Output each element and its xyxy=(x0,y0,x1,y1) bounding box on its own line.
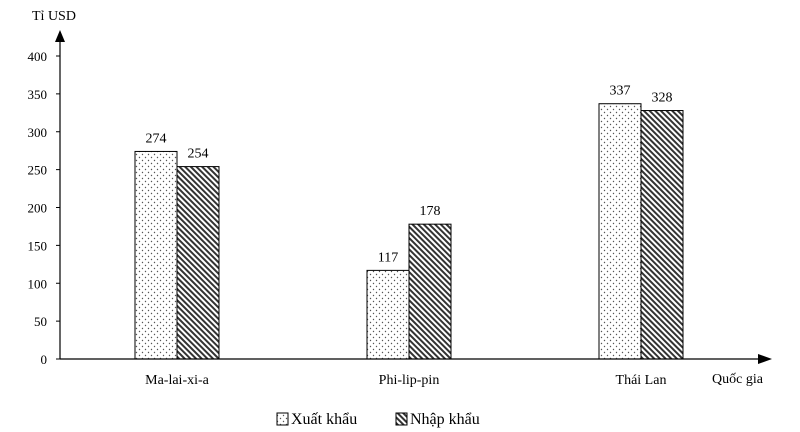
y-tick-label: 150 xyxy=(28,238,48,253)
y-tick-label: 50 xyxy=(34,314,47,329)
data-label: 274 xyxy=(146,131,167,146)
legend-item-import: Nhập khẩu xyxy=(395,411,480,428)
data-labels: 274 254 117 178 337 328 xyxy=(146,84,673,266)
legend-swatch-import xyxy=(395,412,408,426)
bar-export-1 xyxy=(366,269,410,360)
bar-import-1 xyxy=(408,223,452,360)
bar-import-0 xyxy=(176,166,220,360)
bar-import-2 xyxy=(640,110,684,360)
y-tick-label: 300 xyxy=(28,125,48,140)
legend-label-import: Nhập khẩu xyxy=(410,411,480,428)
legend-item-export: Xuất khẩu xyxy=(276,411,357,428)
data-label: 337 xyxy=(610,84,631,99)
y-tick-label: 250 xyxy=(28,163,48,178)
y-tick-label: 350 xyxy=(28,87,48,102)
y-tick-label: 200 xyxy=(28,201,48,216)
legend-swatch-export xyxy=(276,412,289,426)
bar-export-2 xyxy=(598,103,642,360)
y-tick-label: 100 xyxy=(28,276,48,291)
y-axis-ticks: 0 50 100 150 200 250 300 350 400 xyxy=(28,49,60,367)
x-axis-arrow xyxy=(758,354,772,364)
x-axis-label: Quốc gia xyxy=(712,372,764,387)
legend-label-export: Xuất khẩu xyxy=(291,411,357,428)
category-label: Phi-lip-pin xyxy=(379,373,440,388)
data-label: 178 xyxy=(420,204,441,219)
bar-export-0 xyxy=(134,150,178,360)
category-labels: Ma-lai-xi-a Phi-lip-pin Thái Lan xyxy=(145,373,666,388)
y-tick-label: 400 xyxy=(28,49,48,64)
bars xyxy=(134,103,684,360)
y-axis-label: Tỉ USD xyxy=(32,9,76,24)
y-tick-label: 0 xyxy=(41,352,48,367)
category-label: Thái Lan xyxy=(616,373,667,388)
y-axis-arrow xyxy=(55,30,65,42)
data-label: 254 xyxy=(188,147,209,162)
category-label: Ma-lai-xi-a xyxy=(145,373,210,388)
legend: Xuất khẩu Nhập khẩu xyxy=(276,411,480,428)
data-label: 117 xyxy=(378,250,398,265)
data-label: 328 xyxy=(652,91,673,106)
